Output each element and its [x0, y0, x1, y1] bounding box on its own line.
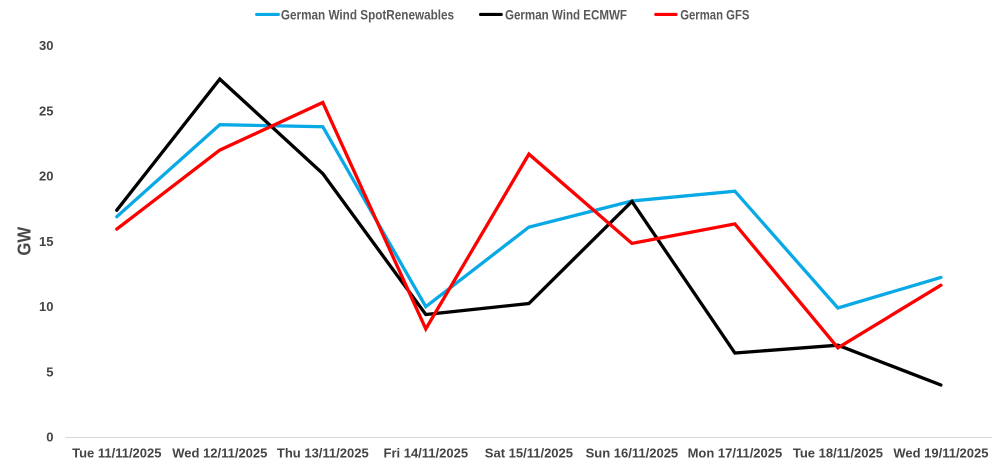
svg-text:Sun 16/11/2025: Sun 16/11/2025 — [586, 446, 679, 461]
svg-text:Wed 12/11/2025: Wed 12/11/2025 — [172, 446, 267, 461]
svg-text:5: 5 — [46, 364, 53, 379]
svg-text:15: 15 — [39, 234, 53, 249]
svg-text:German GFS: German GFS — [680, 6, 749, 22]
svg-text:GW: GW — [14, 226, 35, 255]
svg-text:Sat 15/11/2025: Sat 15/11/2025 — [485, 446, 573, 461]
svg-text:Thu 13/11/2025: Thu 13/11/2025 — [277, 446, 369, 461]
svg-text:Tue 18/11/2025: Tue 18/11/2025 — [793, 446, 883, 461]
svg-text:German Wind SpotRenewables: German Wind SpotRenewables — [281, 6, 454, 22]
svg-text:0: 0 — [46, 430, 53, 445]
svg-text:Wed 19/11/2025: Wed 19/11/2025 — [893, 446, 988, 461]
svg-text:Tue 11/11/2025: Tue 11/11/2025 — [72, 446, 161, 461]
svg-text:German Wind ECMWF: German Wind ECMWF — [505, 6, 627, 22]
svg-text:Fri 14/11/2025: Fri 14/11/2025 — [384, 446, 469, 461]
svg-text:Mon 17/11/2025: Mon 17/11/2025 — [688, 446, 783, 461]
svg-text:10: 10 — [39, 299, 53, 314]
svg-text:20: 20 — [39, 169, 53, 184]
svg-text:25: 25 — [39, 103, 53, 118]
svg-text:30: 30 — [39, 38, 53, 53]
